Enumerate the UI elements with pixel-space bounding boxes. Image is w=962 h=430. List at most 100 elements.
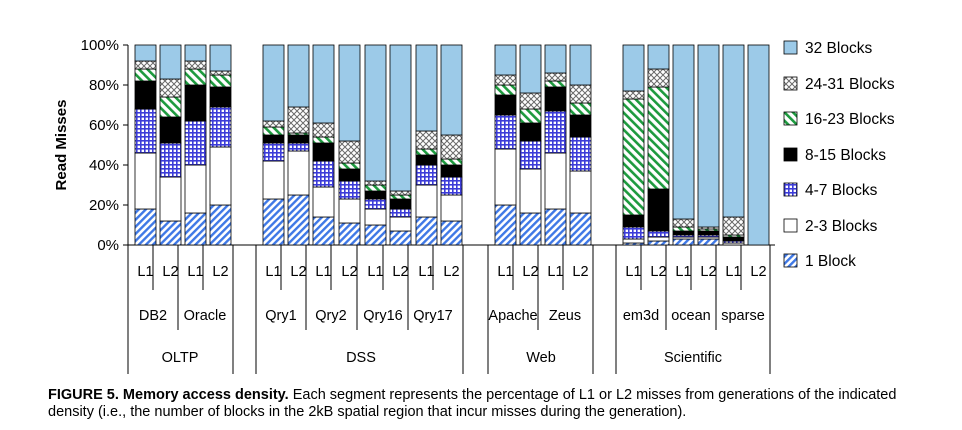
bar-segment xyxy=(697,230,720,236)
bar-level-label: L1 xyxy=(137,264,153,280)
bar-segment xyxy=(519,140,542,170)
bar-segment xyxy=(440,194,463,222)
bar-segment xyxy=(697,238,720,246)
bar-segment xyxy=(415,148,438,156)
bar-segment xyxy=(622,238,645,244)
bar-segment xyxy=(134,80,157,110)
bar-segment xyxy=(647,240,670,246)
bar-segment xyxy=(544,80,567,88)
bar-segment xyxy=(338,162,361,170)
suite-label: Web xyxy=(526,350,556,366)
bar-segment xyxy=(389,216,412,232)
bar-level-label: L1 xyxy=(418,264,434,280)
bar-segment xyxy=(134,68,157,82)
bar-level-label: L1 xyxy=(547,264,563,280)
bar-segment xyxy=(622,226,645,240)
stacked-bar-chart: 0%20%40%60%80%100% L1 L2 L1 L2 L1 L2 L1 L2 L1 L2 L… xyxy=(53,37,895,374)
bar-segment xyxy=(364,198,387,210)
legend-label: 24-31 Blocks xyxy=(805,76,895,93)
bar-segment xyxy=(519,92,542,110)
bar-level-label: L1 xyxy=(497,264,513,280)
bar-segment xyxy=(440,176,463,196)
bar-segment xyxy=(184,44,207,62)
bar-level-label: L2 xyxy=(212,264,228,280)
bar-segment xyxy=(569,114,592,138)
bar-level-label: L1 xyxy=(675,264,691,280)
benchmark-label: em3d xyxy=(623,308,659,324)
bar-segment xyxy=(134,208,157,246)
bar-segment xyxy=(364,180,387,186)
bar-level-label: L2 xyxy=(750,264,766,280)
bar-segment xyxy=(647,236,670,242)
bar-segment xyxy=(287,194,310,246)
bar-segment xyxy=(209,106,232,148)
suite-label: DSS xyxy=(346,350,376,366)
bar-segment xyxy=(262,198,285,246)
bar-segment xyxy=(415,216,438,246)
benchmark-label: Qry2 xyxy=(315,308,346,324)
bar-segment xyxy=(159,220,182,246)
bar-segment xyxy=(722,236,745,242)
legend-label: 4-7 Blocks xyxy=(805,182,878,199)
bar-level-label: L2 xyxy=(522,264,538,280)
benchmark-label: Oracle xyxy=(184,308,227,324)
bar-segment xyxy=(389,194,412,200)
legend: 32 Blocks 24-31 Blocks 16-23 Blocks 8-15 Bl… xyxy=(783,40,895,270)
bar-level-label: L2 xyxy=(700,264,716,280)
bar-segment xyxy=(364,44,387,182)
benchmark-label: Zeus xyxy=(549,308,581,324)
bar-segment xyxy=(494,148,517,206)
bar-segment xyxy=(338,180,361,200)
bar-segment xyxy=(494,44,517,76)
bar-segment xyxy=(544,208,567,246)
suite-label: OLTP xyxy=(162,350,199,366)
y-tick-label: 60% xyxy=(89,117,119,134)
bar-segment xyxy=(389,208,412,218)
bar-segment xyxy=(364,224,387,246)
bar-segment xyxy=(519,212,542,246)
y-axis-label: Read Misses xyxy=(53,100,70,191)
y-tick-label: 40% xyxy=(89,157,119,174)
bar-segment xyxy=(338,198,361,224)
axes: 0% 20% 40% 60% 80% 100% xyxy=(81,37,775,254)
y-tick-label: 100% xyxy=(81,37,119,54)
bar-segment xyxy=(262,142,285,162)
bar-level-label: L1 xyxy=(265,264,281,280)
bar-segment xyxy=(647,188,670,232)
benchmark-label: Qry17 xyxy=(413,308,453,324)
bar-segment xyxy=(569,212,592,246)
bar-segment xyxy=(415,44,438,132)
bar-segment xyxy=(415,164,438,186)
suite-label: Scientific xyxy=(664,350,722,366)
bar-segment xyxy=(184,68,207,86)
bar-segment xyxy=(312,44,335,124)
bar-segment xyxy=(440,134,463,160)
bar-level-label: L2 xyxy=(341,264,357,280)
bar-segment xyxy=(184,164,207,214)
bar-segment xyxy=(569,136,592,172)
bar-segment xyxy=(159,44,182,80)
bar-segment xyxy=(672,218,695,228)
bar-segment xyxy=(569,102,592,116)
bar-segment xyxy=(697,44,720,228)
bar-segment xyxy=(262,126,285,136)
bar-segment xyxy=(494,114,517,150)
bar-segment xyxy=(134,44,157,62)
bar-level-label: L1 xyxy=(725,264,741,280)
bar-segment xyxy=(312,216,335,246)
caption-label: FIGURE 5. Memory access density. xyxy=(48,387,289,403)
benchmark-label: Apache xyxy=(488,308,537,324)
bar-segment xyxy=(569,84,592,104)
bar-segment xyxy=(184,84,207,122)
benchmark-label: sparse xyxy=(721,308,765,324)
legend-label: 1 Block xyxy=(805,253,856,270)
bar-level-label: L2 xyxy=(392,264,408,280)
legend-label: 2-3 Blocks xyxy=(805,218,878,235)
bar-segment xyxy=(184,60,207,70)
bar-segment xyxy=(338,140,361,164)
legend-label: 16-23 Blocks xyxy=(805,111,895,128)
bar-segment xyxy=(364,190,387,200)
bar-segment xyxy=(722,44,745,218)
bar-segment xyxy=(209,146,232,206)
benchmark-label: Qry1 xyxy=(265,308,296,324)
